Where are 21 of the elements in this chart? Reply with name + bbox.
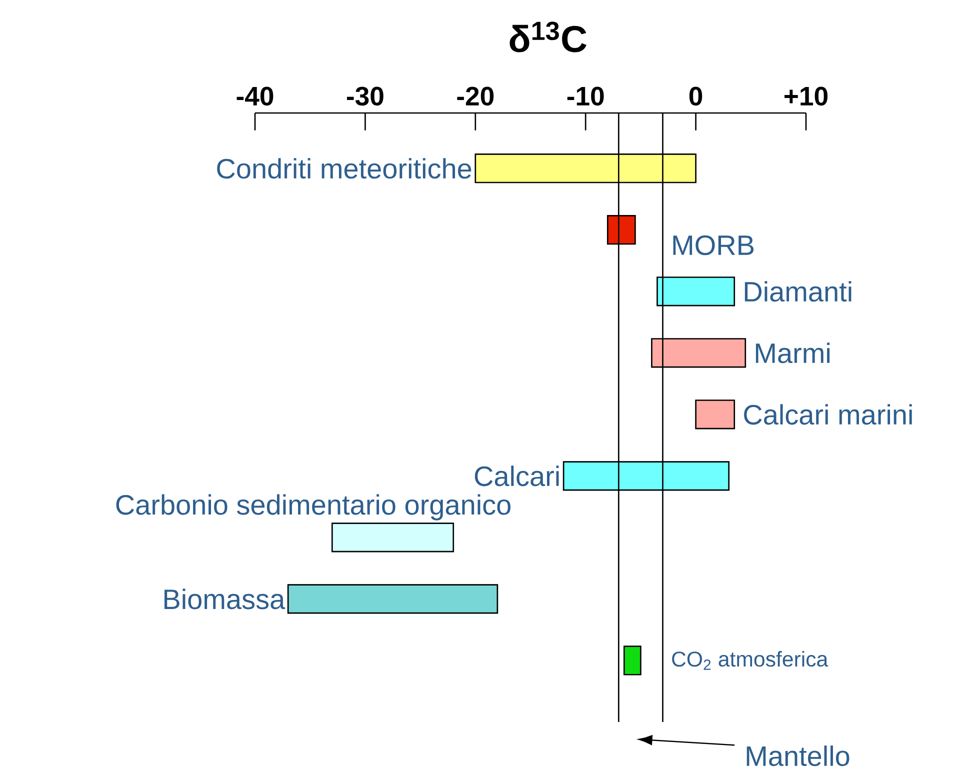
- bar: [331, 522, 454, 552]
- y-tick-label: Carbonio sedimentario organico: [116, 494, 510, 520]
- y-tick-label: Calcari: [474, 466, 559, 486]
- bar: [695, 400, 736, 430]
- x-tick-label: -40: [236, 86, 274, 106]
- y-tick-label: Biomassa: [164, 588, 286, 610]
- x-tick-label: +10: [784, 86, 828, 106]
- x-tick-label: 0: [689, 86, 702, 106]
- bar: [287, 584, 498, 614]
- x-tick-label: -10: [567, 86, 604, 106]
- chart-title: δ$^{13}$C: [510, 22, 586, 52]
- y-tick-label: Marmi: [756, 342, 830, 364]
- x-tick-label: -30: [346, 86, 384, 106]
- bar: [623, 646, 642, 676]
- x-tick-label: -20: [457, 86, 494, 106]
- y-tick-label: Condriti meteoritiche: [217, 158, 472, 179]
- y-tick-label: Calcari marini: [744, 404, 912, 425]
- legend-label: Mantello: [746, 746, 850, 766]
- y-tick-label: CO$_{2}$ atmosferica: [672, 651, 828, 670]
- y-tick-label: Diamanti: [744, 281, 852, 302]
- y-tick-label: MORB: [673, 235, 754, 256]
